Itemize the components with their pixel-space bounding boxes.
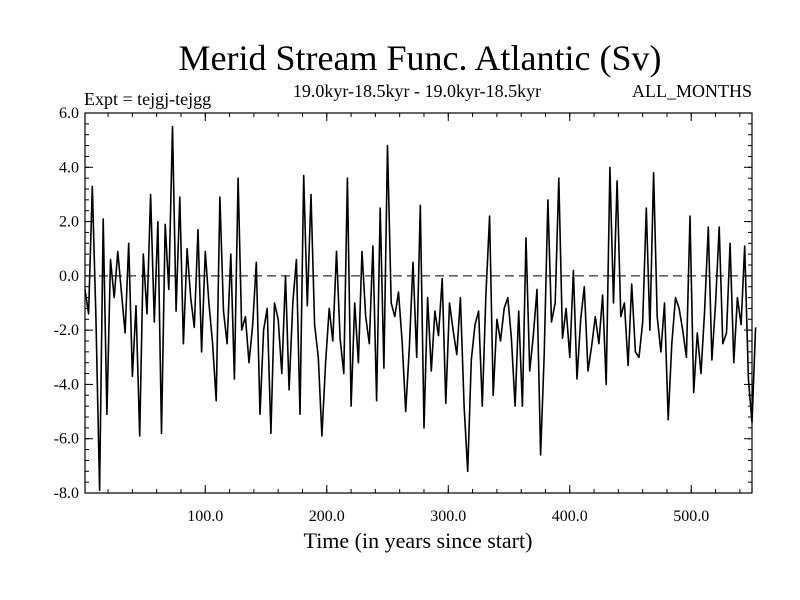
x-tick-label: 100.0: [187, 508, 223, 525]
chart-title: Merid Stream Func. Atlantic (Sv): [179, 38, 662, 78]
x-tick-label: 500.0: [673, 508, 709, 525]
series-line-0: [84, 125, 757, 492]
x-tick-label: 200.0: [309, 508, 345, 525]
y-tick-label: 6.0: [59, 105, 79, 122]
subtitle-left: Expt = tejgj-tejgg: [84, 89, 211, 109]
x-tick-label: 300.0: [430, 508, 466, 525]
x-axis-label: Time (in years since start): [304, 528, 533, 553]
y-tick-label: 2.0: [59, 214, 79, 231]
plot-frame: [84, 112, 753, 494]
x-tick-label: 400.0: [552, 508, 588, 525]
subtitle-center: 19.0kyr-18.5kyr - 19.0kyr-18.5kyr: [293, 81, 541, 101]
y-tick-label: -8.0: [54, 485, 79, 502]
subtitle-right: ALL_MONTHS: [632, 81, 752, 101]
y-tick-label: 4.0: [59, 159, 79, 176]
y-tick-label: -4.0: [54, 376, 79, 393]
y-tick-label: -2.0: [54, 322, 79, 339]
y-tick-label: 0.0: [59, 268, 79, 285]
y-tick-label: -6.0: [54, 431, 79, 448]
